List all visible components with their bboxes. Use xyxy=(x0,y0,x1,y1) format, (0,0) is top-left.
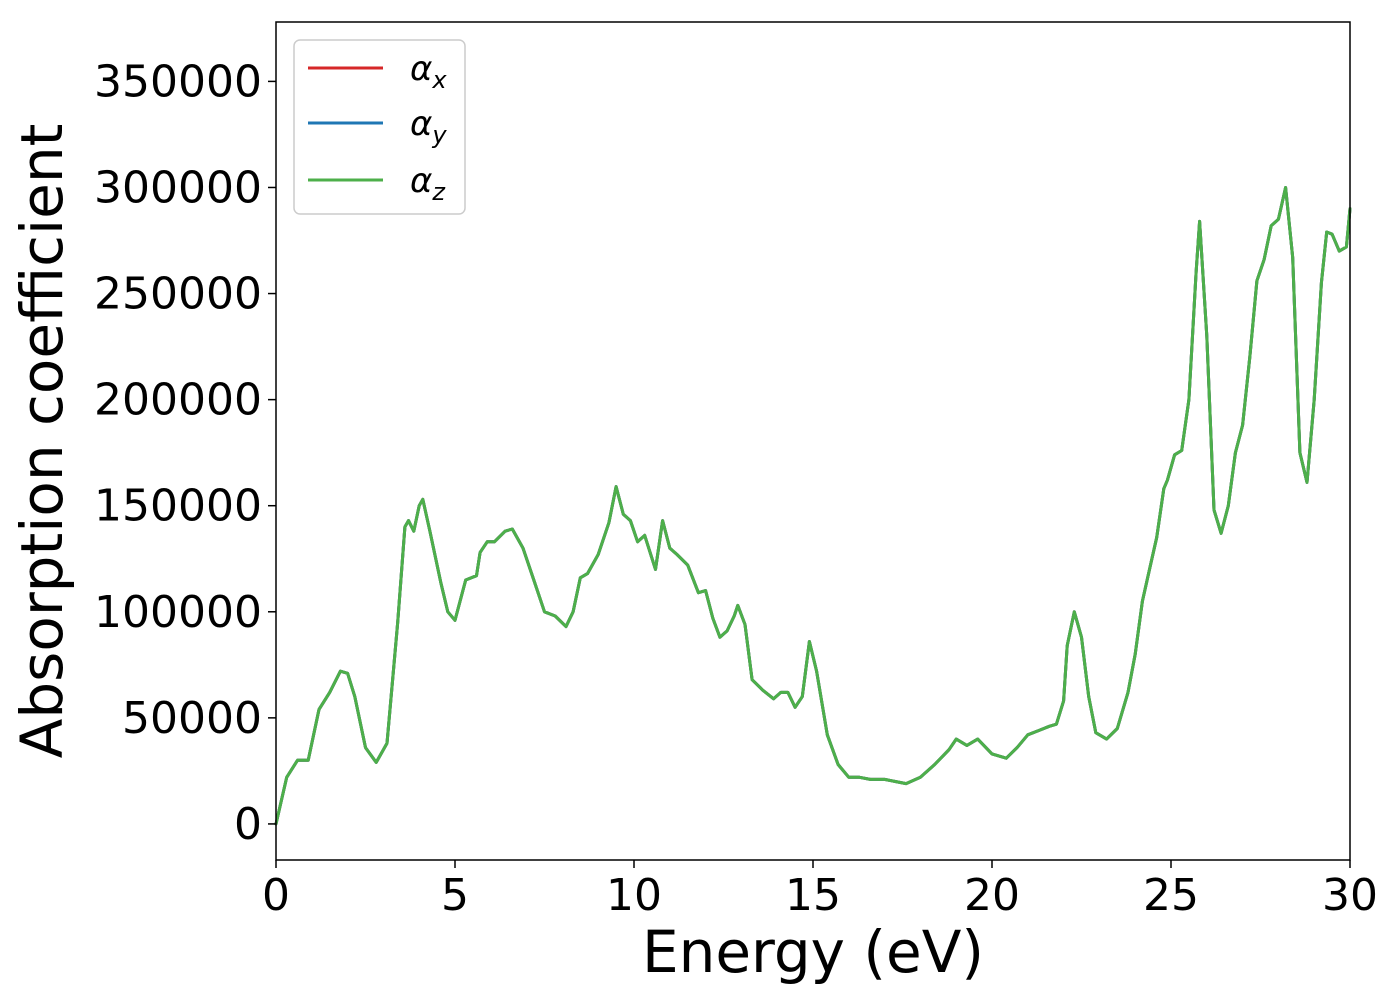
y-tick-label: 350000 xyxy=(94,56,262,107)
legend-label-2: αy xyxy=(410,104,447,149)
legend-label-3: αz xyxy=(410,161,446,206)
x-tick-label: 10 xyxy=(606,870,662,921)
legend-items: αx αy αz xyxy=(308,49,447,206)
x-tick-label: 25 xyxy=(1143,870,1199,921)
y-tick-label: 250000 xyxy=(94,269,262,320)
x-tick-label: 20 xyxy=(964,870,1020,921)
y-tick-label: 0 xyxy=(234,799,262,850)
y-tick-label: 200000 xyxy=(94,375,262,426)
x-tick-label: 15 xyxy=(785,870,841,921)
legend-box xyxy=(293,39,466,215)
legend: αx αy αz xyxy=(293,39,466,215)
series-line-2 xyxy=(274,186,1352,826)
x-tick-label: 5 xyxy=(441,870,469,921)
y-axis-title: Absorption coefficient xyxy=(8,124,76,759)
y-tick-label: 150000 xyxy=(94,481,262,532)
x-tick-label: 0 xyxy=(262,870,290,921)
x-axis-title: Energy (eV) xyxy=(642,918,984,986)
y-tick-label: 50000 xyxy=(122,693,262,744)
x-axis: 0 5 10 15 20 25 30 xyxy=(262,860,1378,921)
x-tick-label: 30 xyxy=(1322,870,1378,921)
series-line-1 xyxy=(274,186,1352,826)
y-tick-label: 300000 xyxy=(94,162,262,213)
y-axis: 0 50000 100000 150000 200000 250000 300000 3500… xyxy=(94,56,276,850)
series-layer xyxy=(274,186,1352,826)
y-tick-label: 100000 xyxy=(94,587,262,638)
series-line-3 xyxy=(274,186,1352,826)
legend-label-1: αx xyxy=(410,49,447,94)
